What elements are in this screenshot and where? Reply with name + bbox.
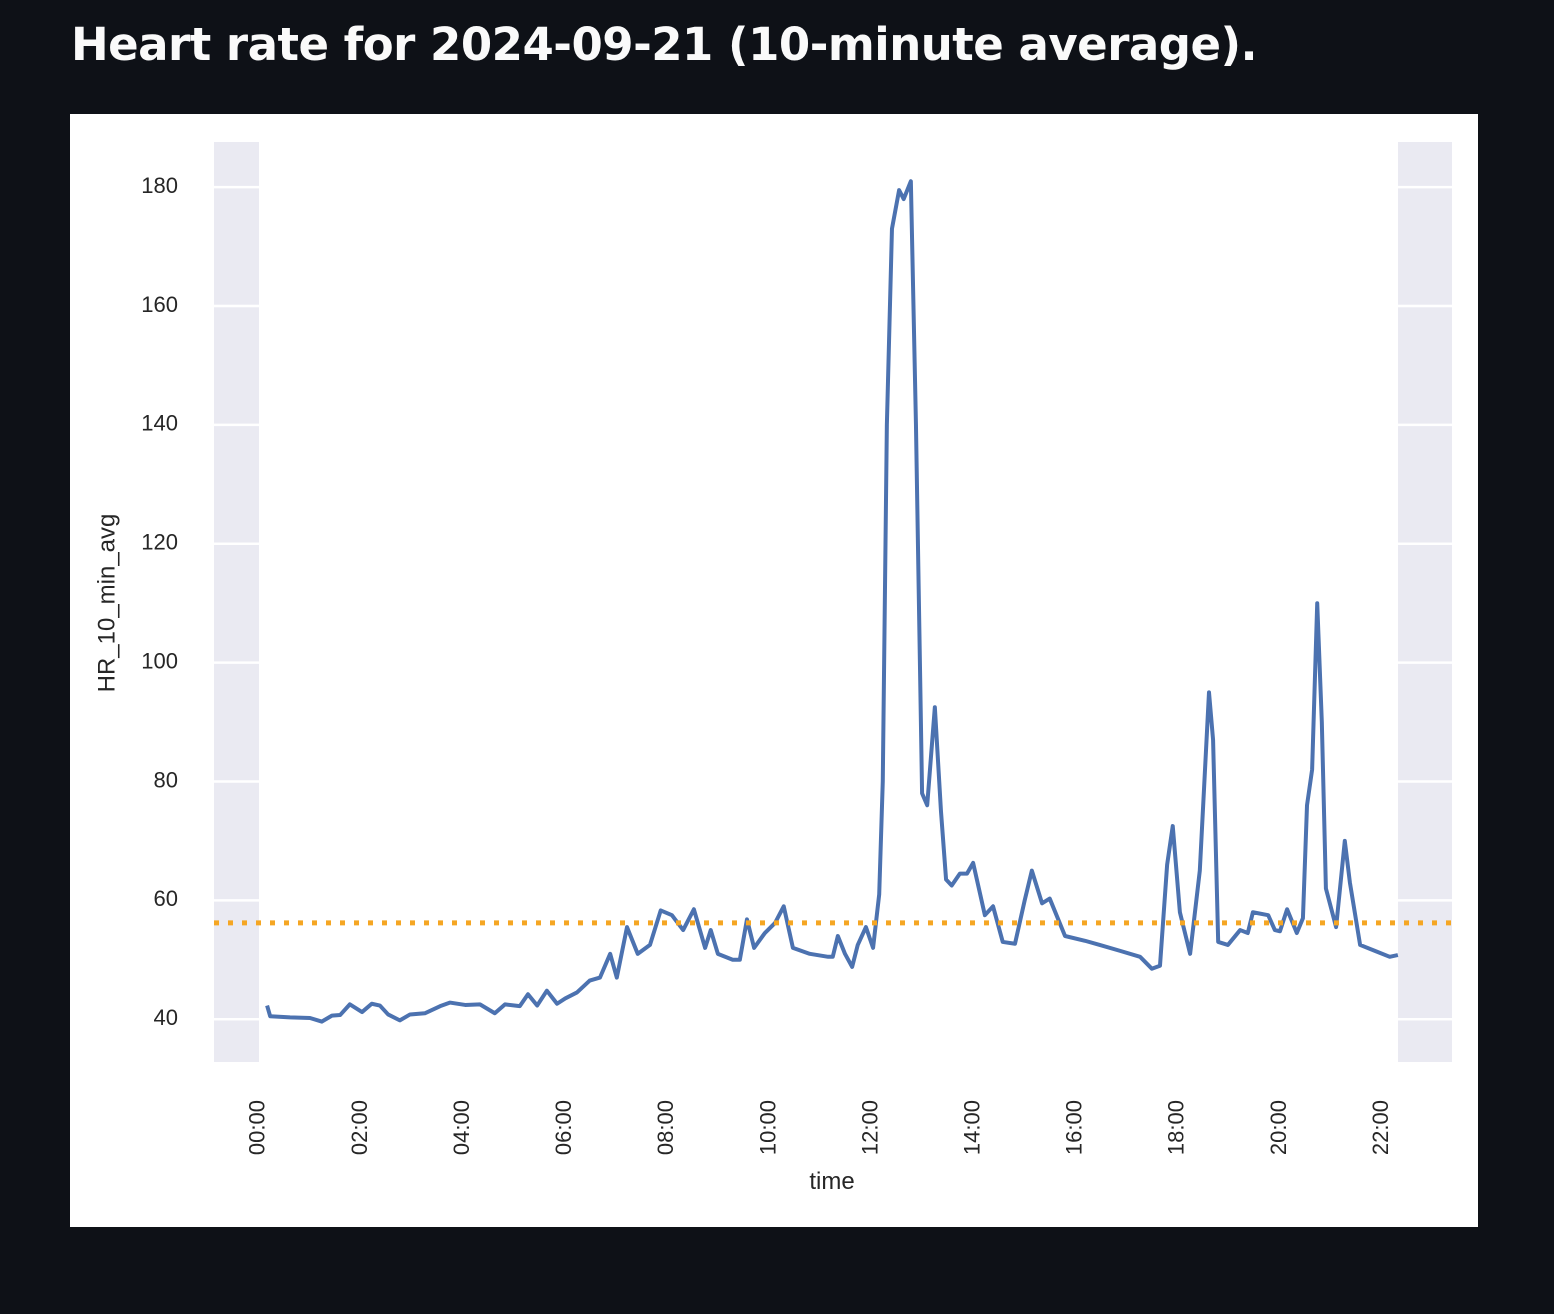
y-tick-label: 100 <box>141 648 178 673</box>
x-tick-label: 16:00 <box>1062 1100 1087 1155</box>
y-tick-label: 40 <box>154 1005 178 1030</box>
x-tick-label: 18:00 <box>1164 1100 1189 1155</box>
x-tick-label: 02:00 <box>347 1100 372 1155</box>
x-tick-label: 06:00 <box>551 1100 576 1155</box>
y-tick-label: 120 <box>141 530 178 555</box>
page-title: Heart rate for 2024-09-21 (10-minute ave… <box>71 18 1258 71</box>
y-tick-label: 60 <box>154 886 178 911</box>
line-series <box>265 179 1399 1024</box>
x-tick-label: 04:00 <box>449 1100 474 1155</box>
x-axis-label: time <box>809 1168 854 1195</box>
y-tick-label: 180 <box>141 173 178 198</box>
x-tick-label: 14:00 <box>959 1100 984 1155</box>
chart: time HR_10_min_avg 40 60 80 100 120 140 160 180… <box>70 114 1478 1227</box>
x-tick-label: 22:00 <box>1368 1100 1393 1155</box>
x-tick-label: 12:00 <box>857 1100 882 1155</box>
x-tick-label: 08:00 <box>653 1100 678 1155</box>
y-axis-label: HR_10_min_avg <box>93 514 120 693</box>
x-tick-label: 00:00 <box>245 1100 270 1155</box>
x-tick-label: 20:00 <box>1266 1100 1291 1155</box>
y-tick-label: 160 <box>141 292 178 317</box>
data-span <box>259 142 1398 1062</box>
x-tick-label: 10:00 <box>755 1100 780 1155</box>
y-tick-label: 80 <box>154 767 178 792</box>
y-tick-label: 140 <box>141 411 178 436</box>
